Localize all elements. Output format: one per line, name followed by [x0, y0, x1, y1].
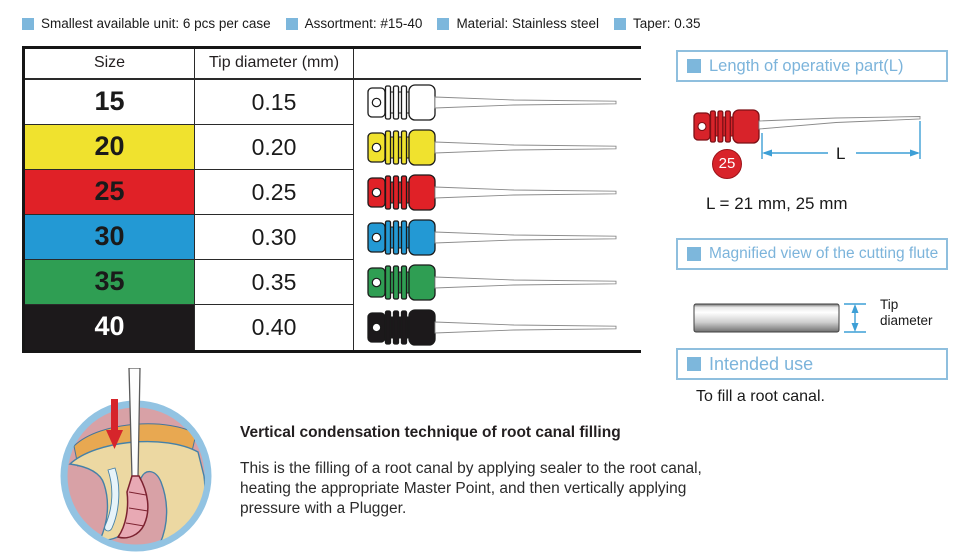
legend-label: Smallest available unit: 6 pcs per case — [41, 16, 271, 31]
file-illustration-cell — [354, 215, 641, 260]
flute-section-header: Magnified view of the cutting flute — [676, 238, 948, 270]
size-cell: 25 — [25, 170, 195, 215]
blue-square-icon — [687, 59, 701, 73]
size-cell: 40 — [25, 305, 195, 350]
blue-square-icon — [22, 17, 34, 30]
size-cell: 20 — [25, 125, 195, 170]
down-arrow-icon — [106, 399, 123, 449]
legend-item: Material: Stainless steel — [437, 16, 599, 31]
legend-item: Taper: 0.35 — [614, 16, 701, 31]
table-row: 15 0.15 — [25, 80, 641, 125]
use-section-header: Intended use — [676, 348, 948, 380]
file-icon — [367, 174, 617, 211]
size-table-body: 15 0.15 20 0.20 25 0.25 — [25, 80, 641, 350]
file-illustration-cell — [354, 260, 641, 305]
length-note: L = 21 mm, 25 mm — [706, 194, 848, 213]
size-25-badge: 25 — [712, 149, 742, 179]
technique-description: This is the filling of a root canal by a… — [240, 459, 702, 519]
technique-title: Vertical condensation technique of root … — [240, 424, 621, 441]
header-illustration — [354, 49, 641, 78]
technique-description-line: This is the filling of a root canal by a… — [240, 460, 702, 477]
file-icon — [367, 84, 617, 121]
technique-description-line: pressure with a Plugger. — [240, 500, 407, 517]
tip-diameter-cell: 0.30 — [195, 215, 354, 260]
table-row: 30 0.30 — [25, 215, 641, 260]
right-panel: Length of operative part(L) L 25 L = 21 … — [676, 50, 948, 550]
legend-label: Assortment: #15-40 — [304, 16, 423, 31]
file-icon — [367, 264, 617, 301]
file-icon — [367, 129, 617, 166]
length-dimension-label: L — [836, 144, 845, 163]
table-row: 40 0.40 — [25, 305, 641, 350]
flute-section-title: Magnified view of the cutting flute — [709, 245, 939, 262]
intended-use-text: To fill a root canal. — [696, 388, 825, 405]
header-size: Size — [25, 49, 195, 78]
filled-canal — [116, 475, 149, 539]
legend-item: Assortment: #15-40 — [285, 16, 423, 31]
size-cell: 15 — [25, 80, 195, 125]
size-cell: 30 — [25, 215, 195, 260]
legend-label: Taper: 0.35 — [633, 16, 701, 31]
spec-legend: Smallest available unit: 6 pcs per case A… — [22, 16, 701, 31]
file-icon — [367, 309, 617, 346]
size-table: Size Tip diameter (mm) 15 0.15 20 0.20 25 0… — [22, 46, 641, 353]
root-canal-illustration — [60, 368, 212, 552]
legend-label: Material: Stainless steel — [456, 16, 599, 31]
file-illustration-cell — [354, 125, 641, 170]
tip-diameter-cell: 0.40 — [195, 305, 354, 350]
size-table-header: Size Tip diameter (mm) — [25, 49, 641, 80]
blue-square-icon — [285, 17, 298, 30]
table-row: 35 0.35 — [25, 260, 641, 305]
tip-diameter-cell: 0.25 — [195, 170, 354, 215]
length-section-title: Length of operative part(L) — [709, 56, 904, 75]
table-row: 20 0.20 — [25, 125, 641, 170]
size-cell: 35 — [25, 260, 195, 305]
length-illustration: L — [693, 109, 921, 163]
file-illustration-cell — [354, 170, 641, 215]
file-illustration-cell — [354, 305, 641, 350]
tip-diameter-cell: 0.35 — [195, 260, 354, 305]
blue-square-icon — [687, 357, 701, 371]
blue-square-icon — [437, 17, 450, 30]
blue-square-icon — [614, 17, 626, 30]
length-section-header: Length of operative part(L) — [676, 50, 948, 82]
table-row: 25 0.25 — [25, 170, 641, 215]
flute-illustration — [693, 303, 866, 333]
header-tip-diameter: Tip diameter (mm) — [195, 49, 354, 78]
technique-description-line: heating the appropriate Master Point, an… — [240, 480, 687, 497]
tip-diameter-label: Tip diameter — [880, 297, 933, 328]
file-icon — [367, 219, 617, 256]
file-illustration-cell — [354, 80, 641, 125]
tip-diameter-cell: 0.20 — [195, 125, 354, 170]
blue-square-icon — [687, 247, 701, 261]
legend-item: Smallest available unit: 6 pcs per case — [22, 16, 271, 31]
length-dimension-lines — [761, 121, 921, 159]
use-section-title: Intended use — [709, 353, 814, 374]
tip-diameter-cell: 0.15 — [195, 80, 354, 125]
